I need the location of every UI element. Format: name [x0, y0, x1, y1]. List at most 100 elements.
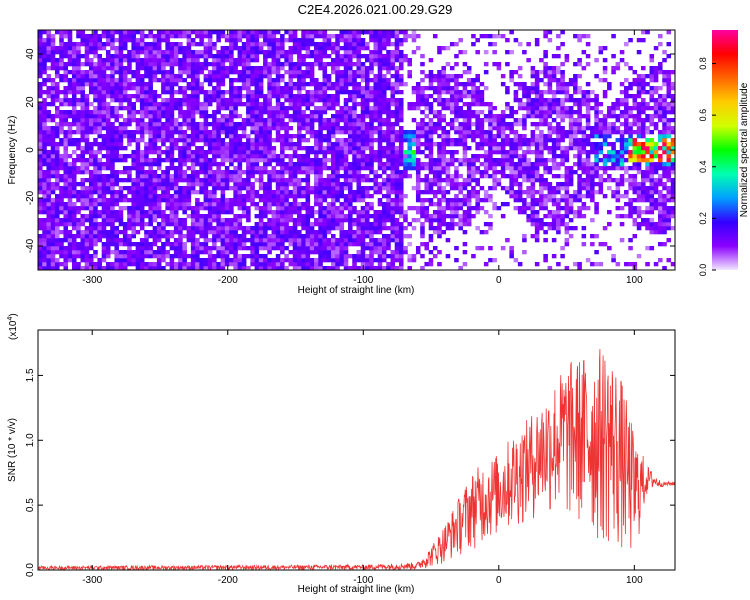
- spectrogram-cell: [394, 122, 400, 127]
- spectrogram-cell: [322, 110, 328, 115]
- spectrogram-cell: [233, 78, 238, 83]
- spectrogram-cell: [241, 58, 247, 63]
- spectrogram-cell: [190, 90, 196, 95]
- spectrogram-cell: [216, 206, 221, 211]
- spectrogram-cell: [437, 226, 442, 231]
- spectrogram-cell: [458, 202, 463, 207]
- spectrogram-cell: [165, 90, 170, 95]
- spectrogram-cell: [76, 166, 81, 171]
- spectrogram-cell: [398, 138, 404, 143]
- spectrogram-cell: [190, 158, 196, 163]
- spectrogram-cell: [67, 202, 73, 207]
- spectrogram-cell: [258, 46, 264, 51]
- spectrogram-cell: [38, 222, 43, 227]
- spectrogram-cell: [381, 82, 387, 87]
- spectrogram-cell: [216, 266, 221, 271]
- spectrogram-cell: [360, 178, 366, 183]
- spectrogram-cell: [369, 262, 374, 267]
- spectrogram-cell: [178, 266, 183, 271]
- spectrogram-cell: [305, 30, 311, 35]
- spectrogram-cell: [195, 206, 200, 211]
- spectrogram-cell: [186, 174, 192, 179]
- spectrogram-cell: [224, 166, 230, 171]
- spectrogram-cell: [144, 242, 149, 247]
- spectrogram-cell: [139, 238, 145, 243]
- spectrogram-cell: [190, 138, 196, 143]
- spectrogram-cell: [195, 254, 200, 259]
- spectrogram-cell: [301, 54, 306, 59]
- spectrogram-cell: [80, 150, 86, 155]
- spectrogram-cell: [212, 170, 217, 175]
- spectrogram-cell: [309, 210, 315, 215]
- spectrogram-cell: [386, 162, 391, 167]
- spectrogram-cell: [50, 202, 56, 207]
- spectrogram-cell: [377, 238, 383, 243]
- spectrogram-cell: [288, 154, 294, 159]
- spectrogram-cell: [139, 178, 145, 183]
- spectrogram-cell: [237, 126, 243, 131]
- spectrogram-cell: [46, 110, 52, 115]
- spectrogram-cell: [118, 50, 124, 55]
- spectrogram-cell: [105, 138, 111, 143]
- spectrogram-cell: [59, 126, 64, 131]
- spectrogram-cell: [220, 118, 226, 123]
- spectrogram-cell: [454, 198, 459, 203]
- spectrogram-cell: [488, 246, 493, 251]
- spectrogram-cell: [246, 158, 251, 163]
- spectrogram-cell: [377, 218, 383, 223]
- spectrogram-cell: [42, 266, 47, 271]
- spectrogram-cell: [297, 206, 302, 211]
- spectrogram-cell: [335, 170, 340, 175]
- spectrogram-cell: [122, 206, 128, 211]
- spectrogram-cell: [377, 74, 383, 79]
- spectrogram-cell: [118, 198, 124, 203]
- spectrogram-cell: [377, 186, 383, 191]
- spectrogram-cell: [292, 86, 298, 91]
- spectrogram-cell: [292, 106, 298, 111]
- spectrogram-cell: [84, 146, 90, 151]
- spectrogram-cell: [186, 166, 192, 171]
- spectrogram-cell: [335, 82, 340, 87]
- spectrogram-cell: [212, 118, 217, 123]
- spectrogram-cell: [186, 106, 192, 111]
- spectrogram-cell: [271, 86, 277, 91]
- spectrogram-cell: [267, 122, 272, 127]
- spectrogram-cell: [63, 182, 69, 187]
- spectrogram-cell: [144, 234, 149, 239]
- spectrogram-cell: [80, 134, 86, 139]
- spectrogram-cell: [148, 82, 153, 87]
- spectrogram-cell: [233, 222, 238, 227]
- spectrogram-cell: [331, 182, 336, 187]
- spectrogram-cell: [173, 190, 179, 195]
- spectrogram-cell: [364, 154, 370, 159]
- spectrogram-cell: [263, 194, 268, 199]
- spectrogram-cell: [182, 154, 187, 159]
- spectrogram-cell: [46, 158, 52, 163]
- spectrogram-cell: [178, 226, 183, 231]
- spectrogram-cell: [305, 190, 311, 195]
- spectrogram-cell: [135, 110, 141, 115]
- spectrogram-cell: [233, 234, 238, 239]
- spectrogram-cell: [339, 162, 345, 167]
- spectrogram-cell: [144, 102, 149, 107]
- spectrogram-cell: [203, 258, 209, 263]
- spectrogram-cell: [97, 210, 102, 215]
- spectrogram-cell: [97, 126, 102, 131]
- spectrogram-cell: [80, 222, 86, 227]
- spectrogram-cell: [360, 98, 366, 103]
- spectrogram-cell: [207, 202, 213, 207]
- spectrogram-cell: [437, 134, 442, 139]
- spectrogram-cell: [373, 130, 379, 135]
- spectrogram-cell: [343, 186, 349, 191]
- spectrogram-cell: [254, 262, 260, 267]
- spectrogram-cell: [173, 214, 179, 219]
- spectrogram-cell: [46, 266, 52, 271]
- spectrogram-cell: [131, 222, 136, 227]
- spectrogram-cell: [458, 74, 463, 79]
- spectrogram-cell: [224, 46, 230, 51]
- spectrogram-cell: [122, 118, 128, 123]
- spectrogram-cell: [407, 62, 413, 67]
- spectrogram-cell: [118, 186, 124, 191]
- spectrogram-cell: [144, 174, 149, 179]
- spectrogram-cell: [88, 182, 94, 187]
